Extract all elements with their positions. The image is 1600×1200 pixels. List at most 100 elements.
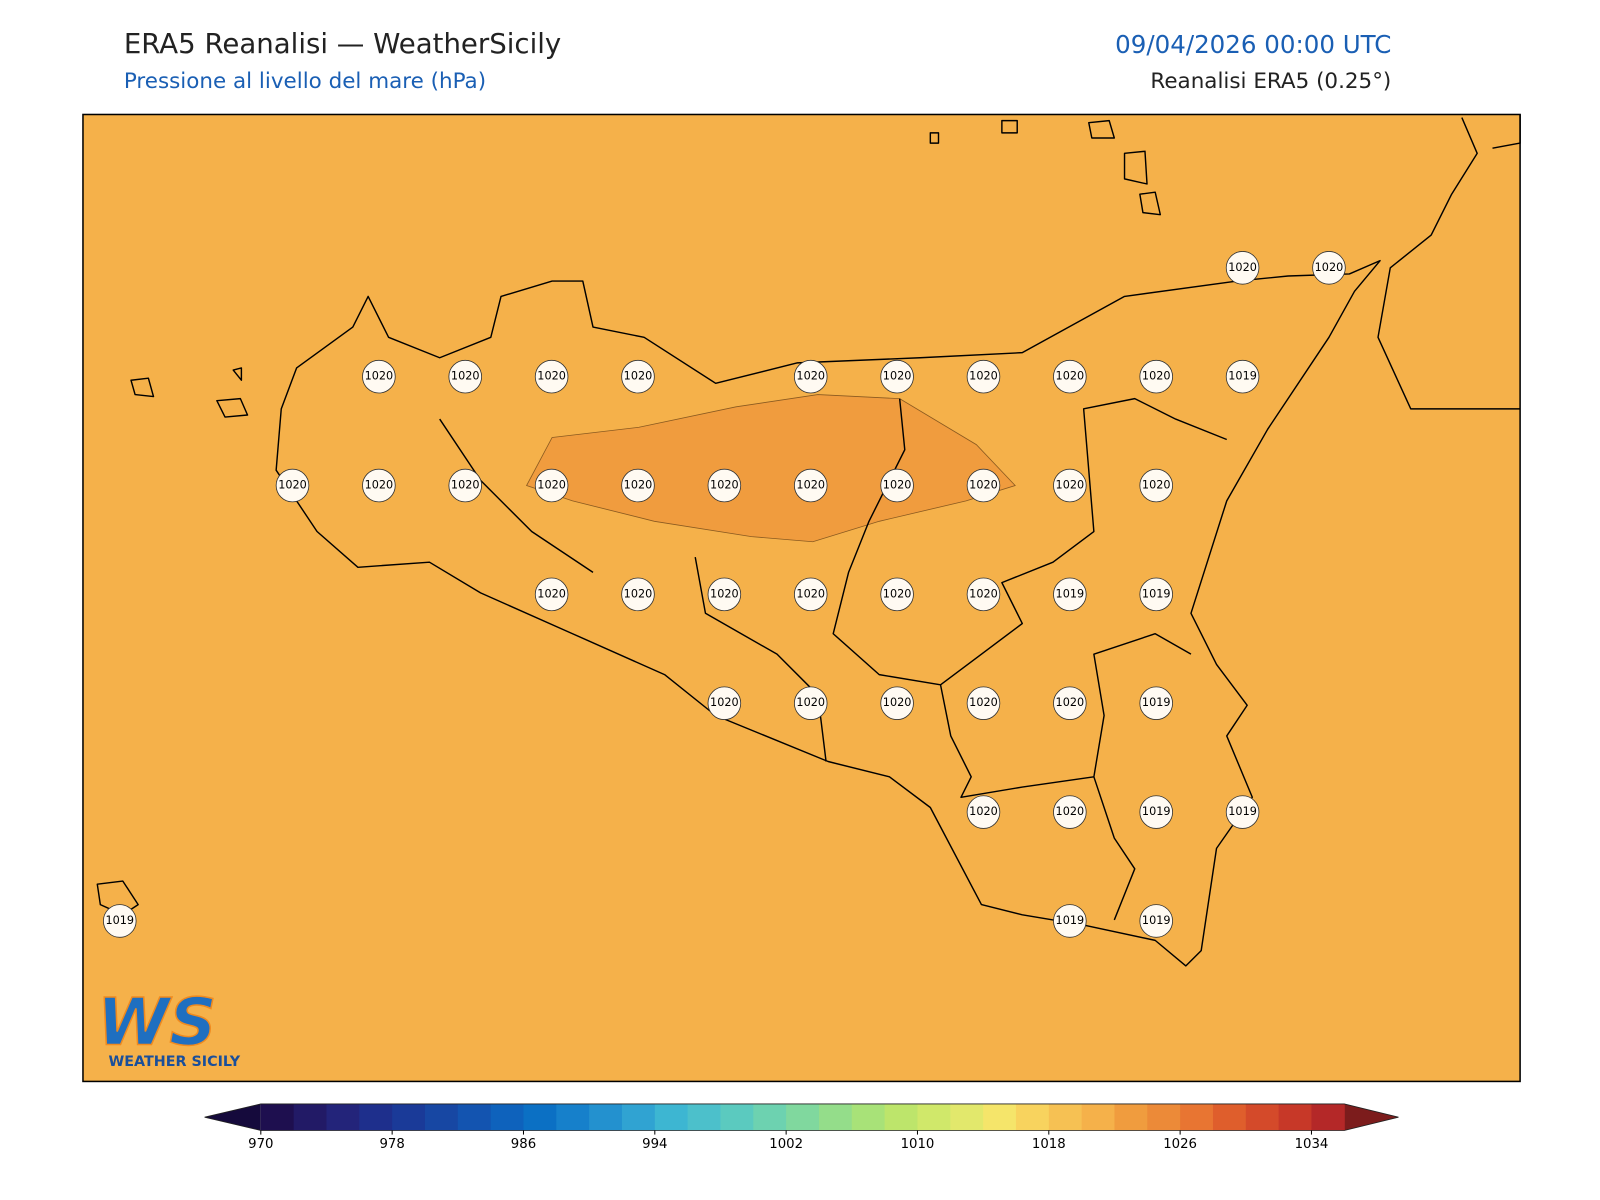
colorbar-segment <box>950 1103 984 1131</box>
colorbar-segment <box>1212 1103 1247 1131</box>
province-borders <box>439 397 1228 921</box>
colorbar-segment <box>424 1103 459 1131</box>
logo-text: WEATHER SICILY <box>109 1054 241 1070</box>
station-label: 1020 <box>710 479 739 492</box>
colorbar-segment <box>260 1103 295 1131</box>
station-marker <box>880 686 914 720</box>
colorbar-segment <box>1081 1103 1115 1131</box>
high-pressure-area <box>525 394 1016 543</box>
station-label: 1019 <box>1142 914 1171 927</box>
station-label: 1020 <box>365 479 394 492</box>
station-marker <box>1053 686 1087 720</box>
station-label: 1020 <box>710 587 739 600</box>
station-label: 1020 <box>796 479 825 492</box>
colorbar-tick-label: 1010 <box>901 1137 935 1152</box>
colorbar-segment <box>1278 1103 1312 1131</box>
station-label: 1020 <box>451 479 480 492</box>
title: ERA5 Reanalisi — WeatherSicily <box>124 27 561 60</box>
colorbar-tick-label: 970 <box>248 1137 273 1152</box>
station-marker <box>448 359 483 394</box>
colorbar-segment <box>1048 1103 1083 1131</box>
station-label: 1020 <box>710 696 739 709</box>
station-marker <box>1139 359 1173 394</box>
station-marker <box>793 468 828 503</box>
station-label: 1020 <box>969 370 998 383</box>
station-marker <box>966 686 1001 720</box>
colorbar-segment <box>654 1103 689 1131</box>
colorbar-segment <box>851 1103 886 1131</box>
valid-time: 09/04/2026 00:00 UTC <box>1115 30 1391 59</box>
colorbar-segment <box>293 1103 327 1131</box>
station-label: 1020 <box>883 696 912 709</box>
colorbar-segment <box>392 1103 426 1131</box>
station-marker <box>880 577 914 612</box>
source: Reanalisi ERA5 (0.25°) <box>1150 69 1391 94</box>
station-label: 1020 <box>1315 261 1344 274</box>
station-marker <box>793 359 828 394</box>
colorbar-tick-label: 1018 <box>1032 1137 1066 1152</box>
colorbar-segment <box>326 1103 360 1131</box>
station-layer: 1020 1020 1020 1020 1020 1020 1020 1020 1020 1020… <box>102 251 1346 938</box>
colorbar: 970 978 986 994 1002 1010 1018 1026 1034 <box>204 1103 1399 1152</box>
logo: WS WEATHER SICILY <box>97 984 241 1070</box>
station-marker <box>1225 795 1260 829</box>
station-label: 1020 <box>969 587 998 600</box>
station-marker <box>966 577 1001 612</box>
station-marker <box>448 468 483 503</box>
station-label: 1020 <box>883 479 912 492</box>
station-marker <box>1139 468 1173 503</box>
station-marker <box>621 468 655 503</box>
station-label: 1019 <box>1142 696 1171 709</box>
station-label: 1020 <box>624 370 653 383</box>
station-label: 1020 <box>1142 370 1171 383</box>
station-marker <box>1053 468 1087 503</box>
station-marker <box>621 577 655 612</box>
colorbar-under <box>204 1103 261 1131</box>
station-label: 1020 <box>883 370 912 383</box>
station-marker <box>534 577 569 612</box>
station-label: 1020 <box>1056 805 1085 818</box>
station-label: 1020 <box>796 370 825 383</box>
colorbar-segment <box>457 1103 492 1131</box>
colorbar-segment <box>359 1103 393 1131</box>
colorbar-segment <box>621 1103 656 1131</box>
station-marker <box>1225 359 1260 394</box>
station-label: 1020 <box>278 479 307 492</box>
colorbar-segment <box>490 1103 524 1131</box>
station-marker <box>102 904 137 938</box>
station-marker <box>534 359 569 394</box>
station-marker <box>707 577 742 612</box>
map-panel: 1020 1020 1020 1020 1020 1020 1020 1020 1020 1020… <box>82 113 1521 1083</box>
station-label: 1020 <box>883 587 912 600</box>
station-label: 1020 <box>537 479 566 492</box>
station-marker <box>1053 795 1087 829</box>
station-label: 1020 <box>1056 479 1085 492</box>
station-label: 1019 <box>1056 587 1085 600</box>
colorbar-segment <box>818 1103 853 1131</box>
station-marker <box>275 468 310 503</box>
station-marker <box>1139 904 1173 938</box>
station-marker <box>793 686 828 720</box>
station-marker <box>621 359 655 394</box>
station-label: 1019 <box>1228 805 1257 818</box>
station-label: 1020 <box>1056 696 1085 709</box>
station-marker <box>1139 686 1173 720</box>
station-marker <box>966 359 1001 394</box>
colorbar-segment <box>884 1103 918 1131</box>
station-marker <box>1053 904 1087 938</box>
station-label: 1020 <box>969 696 998 709</box>
station-label: 1020 <box>624 479 653 492</box>
station-marker <box>1053 359 1087 394</box>
station-marker <box>1053 577 1087 612</box>
station-label: 1020 <box>1142 479 1171 492</box>
station-marker <box>966 468 1001 503</box>
colorbar-segment <box>687 1103 721 1131</box>
station-label: 1020 <box>624 587 653 600</box>
station-marker <box>880 468 914 503</box>
colorbar-segment <box>1245 1103 1280 1131</box>
colorbar-tick-label: 1026 <box>1163 1137 1197 1152</box>
colorbar-segment <box>1180 1103 1214 1131</box>
colorbar-segment <box>753 1103 787 1131</box>
colorbar-segment <box>1147 1103 1181 1131</box>
